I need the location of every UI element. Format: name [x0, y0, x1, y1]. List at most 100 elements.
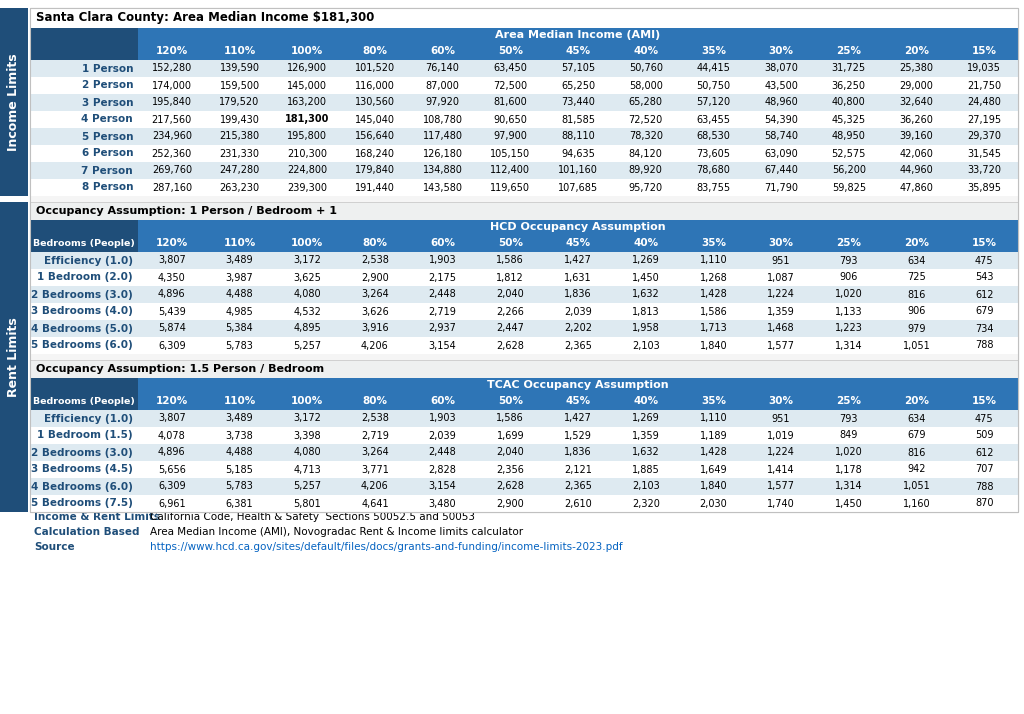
Text: 20%: 20% — [904, 46, 929, 56]
Text: 87,000: 87,000 — [426, 81, 460, 91]
Text: 1,224: 1,224 — [767, 289, 795, 299]
Text: 979: 979 — [907, 323, 926, 333]
Text: 849: 849 — [840, 431, 858, 441]
Text: 1,450: 1,450 — [632, 273, 659, 283]
Text: 73,605: 73,605 — [696, 149, 730, 159]
Text: 5 Bedrooms (7.5): 5 Bedrooms (7.5) — [31, 498, 133, 508]
Text: 2,900: 2,900 — [497, 498, 524, 508]
Bar — [680, 393, 748, 410]
Bar — [680, 235, 748, 252]
Bar — [950, 43, 1018, 60]
Bar — [30, 320, 138, 337]
Text: 117,480: 117,480 — [423, 131, 463, 141]
Bar — [409, 393, 476, 410]
Text: 1,268: 1,268 — [699, 273, 727, 283]
Text: 35,895: 35,895 — [967, 183, 1001, 193]
Text: 57,105: 57,105 — [561, 64, 595, 74]
Text: 42,060: 42,060 — [899, 149, 934, 159]
Text: 168,240: 168,240 — [355, 149, 395, 159]
Text: 1 Person: 1 Person — [82, 64, 133, 74]
Text: 2,175: 2,175 — [429, 273, 457, 283]
Text: 2,040: 2,040 — [497, 448, 524, 458]
Text: 36,250: 36,250 — [831, 81, 865, 91]
Text: 195,800: 195,800 — [287, 131, 328, 141]
Text: 1,019: 1,019 — [767, 431, 795, 441]
Bar — [138, 444, 1018, 461]
Text: 5,257: 5,257 — [293, 341, 322, 351]
Text: 60%: 60% — [430, 46, 455, 56]
Bar — [206, 393, 273, 410]
Text: 793: 793 — [840, 413, 858, 423]
Text: 1,958: 1,958 — [632, 323, 659, 333]
Text: 1,020: 1,020 — [835, 448, 862, 458]
Text: 163,200: 163,200 — [287, 98, 328, 108]
Text: 25,380: 25,380 — [899, 64, 934, 74]
Text: 1,428: 1,428 — [699, 448, 727, 458]
Text: 725: 725 — [907, 273, 926, 283]
Text: 89,920: 89,920 — [629, 166, 663, 176]
Bar — [341, 235, 409, 252]
Text: 152,280: 152,280 — [152, 64, 191, 74]
Text: 8 Person: 8 Person — [82, 183, 133, 193]
Bar — [680, 43, 748, 60]
Text: 5,257: 5,257 — [293, 481, 322, 491]
Bar — [30, 495, 138, 512]
Text: 29,370: 29,370 — [967, 131, 1001, 141]
Text: 1,632: 1,632 — [632, 448, 659, 458]
Text: 870: 870 — [975, 498, 993, 508]
Text: 5,783: 5,783 — [225, 341, 254, 351]
Text: 2,202: 2,202 — [564, 323, 592, 333]
Text: 3,154: 3,154 — [429, 481, 457, 491]
Bar — [138, 410, 1018, 427]
Text: 120%: 120% — [156, 46, 188, 56]
Bar — [30, 28, 138, 43]
Text: 2,448: 2,448 — [429, 448, 457, 458]
Text: Income & Rent Limits: Income & Rent Limits — [34, 512, 160, 522]
Text: 112,400: 112,400 — [490, 166, 530, 176]
Text: 108,780: 108,780 — [423, 114, 463, 124]
Text: 24,480: 24,480 — [968, 98, 1001, 108]
Text: Calculation Based: Calculation Based — [34, 527, 139, 537]
Text: 2,030: 2,030 — [699, 498, 727, 508]
Bar — [30, 478, 138, 495]
Text: 31,545: 31,545 — [967, 149, 1001, 159]
Bar — [30, 378, 138, 393]
Text: 1,020: 1,020 — [835, 289, 862, 299]
Text: 906: 906 — [840, 273, 858, 283]
Text: 110%: 110% — [223, 46, 256, 56]
Text: 4,080: 4,080 — [294, 448, 322, 458]
Text: 134,880: 134,880 — [423, 166, 463, 176]
Bar — [30, 252, 138, 269]
Text: 2 Person: 2 Person — [82, 81, 133, 91]
Text: 951: 951 — [772, 413, 791, 423]
Text: Rent Limits: Rent Limits — [7, 317, 20, 397]
Text: 3,807: 3,807 — [158, 413, 185, 423]
Text: 942: 942 — [907, 465, 926, 475]
Bar — [30, 162, 138, 179]
Bar — [206, 235, 273, 252]
Text: 269,760: 269,760 — [152, 166, 191, 176]
Bar — [138, 495, 1018, 512]
Text: 287,160: 287,160 — [152, 183, 191, 193]
Text: 1,812: 1,812 — [497, 273, 524, 283]
Text: 94,635: 94,635 — [561, 149, 595, 159]
Text: 734: 734 — [975, 323, 993, 333]
Text: 1,223: 1,223 — [835, 323, 862, 333]
Text: 80%: 80% — [362, 238, 387, 248]
Text: 3,398: 3,398 — [294, 431, 322, 441]
Text: 116,000: 116,000 — [355, 81, 395, 91]
Bar — [30, 8, 1018, 512]
Text: 1,740: 1,740 — [767, 498, 795, 508]
Text: 4,641: 4,641 — [361, 498, 389, 508]
Bar — [30, 202, 1018, 220]
Text: 1,269: 1,269 — [632, 413, 659, 423]
Text: 68,530: 68,530 — [696, 131, 730, 141]
Text: 65,280: 65,280 — [629, 98, 663, 108]
Bar — [138, 145, 1018, 162]
Text: 44,415: 44,415 — [696, 64, 730, 74]
Text: 88,110: 88,110 — [561, 131, 595, 141]
Bar — [30, 8, 1018, 28]
Text: 35%: 35% — [700, 46, 726, 56]
Bar — [138, 337, 1018, 354]
Text: 1,314: 1,314 — [835, 481, 862, 491]
